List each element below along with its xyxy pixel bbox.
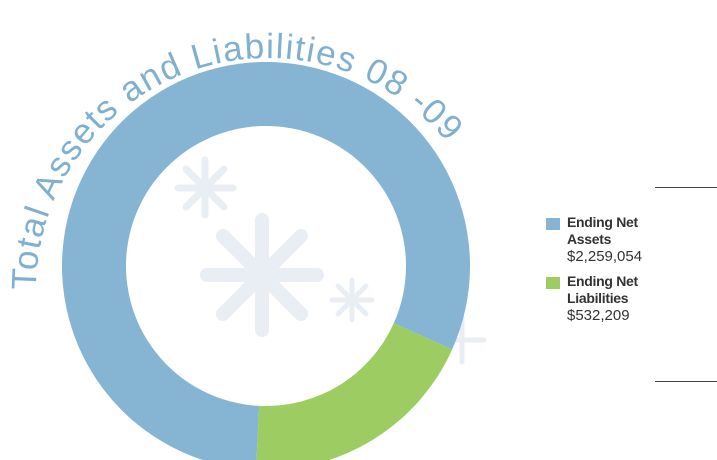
legend-label: Ending Net Assets: [567, 214, 638, 247]
legend-item: Ending Net Liabilities $532,209: [546, 273, 696, 324]
donut-slice: [62, 62, 470, 460]
divider: [655, 187, 717, 188]
decoration: [174, 156, 487, 365]
legend-item: Ending Net Assets $2,259,054: [546, 214, 696, 265]
legend: Ending Net Assets $2,259,054 Ending Net Li…: [546, 214, 696, 332]
legend-swatch: [546, 218, 560, 230]
donut-slice: [256, 323, 453, 460]
legend-label: Ending Net Liabilities: [567, 273, 638, 306]
legend-value: $2,259,054: [567, 248, 643, 265]
legend-swatch: [546, 277, 560, 289]
legend-value: $532,209: [567, 307, 630, 324]
divider: [655, 381, 717, 382]
